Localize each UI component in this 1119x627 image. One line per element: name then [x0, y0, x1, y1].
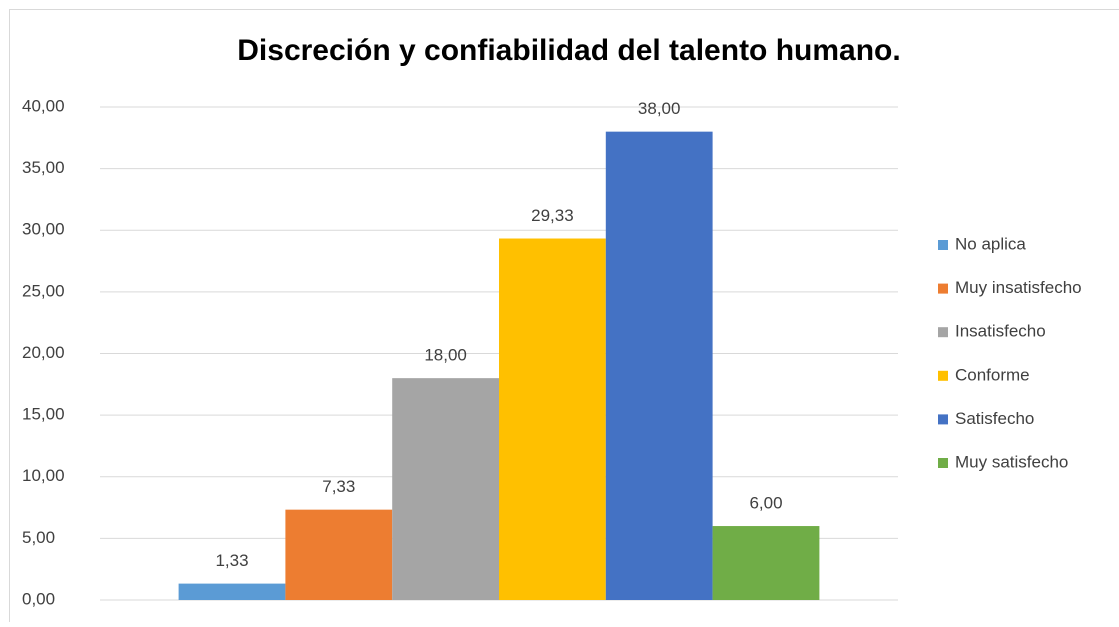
bar — [499, 239, 606, 600]
legend-swatch — [938, 240, 948, 250]
legend-swatch — [938, 284, 948, 294]
legend-label: Satisfecho — [955, 409, 1034, 428]
y-tick-label: 25,00 — [22, 281, 65, 300]
data-label: 7,33 — [322, 477, 355, 496]
bar — [606, 132, 713, 600]
y-tick-label: 10,00 — [22, 466, 65, 485]
data-label: 6,00 — [749, 494, 782, 513]
y-tick-label: 20,00 — [22, 343, 65, 362]
data-label: 38,00 — [638, 99, 681, 118]
bar — [179, 584, 286, 600]
y-tick-label: 35,00 — [22, 158, 65, 177]
legend-swatch — [938, 371, 948, 381]
data-label: 18,00 — [424, 346, 467, 365]
y-tick-label: 5,00 — [22, 528, 55, 547]
y-tick-label: 0,00 — [22, 589, 55, 608]
legend-label: Insatisfecho — [955, 322, 1046, 341]
legend-label: Muy satisfecho — [955, 452, 1068, 471]
y-tick-label: 15,00 — [22, 405, 65, 424]
data-label: 29,33 — [531, 206, 574, 225]
legend-swatch — [938, 458, 948, 468]
y-tick-label: 40,00 — [22, 96, 65, 115]
legend-label: Conforme — [955, 365, 1030, 384]
legend-swatch — [938, 327, 948, 337]
data-label: 1,33 — [215, 551, 248, 570]
legend-label: No aplica — [955, 234, 1026, 253]
chart-title: Discreción y confiabilidad del talento h… — [237, 34, 900, 67]
bar — [285, 510, 392, 600]
legend-swatch — [938, 414, 948, 424]
y-tick-label: 30,00 — [22, 220, 65, 239]
bar — [392, 378, 499, 600]
legend-label: Muy insatisfecho — [955, 278, 1082, 297]
bar — [713, 526, 820, 600]
